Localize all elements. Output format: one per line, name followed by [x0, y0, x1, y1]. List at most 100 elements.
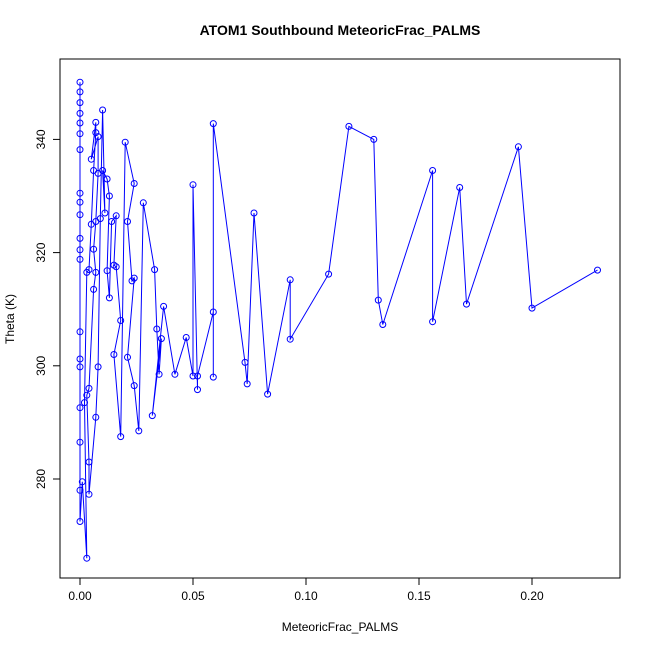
data-point	[139, 199, 147, 207]
series-line	[79, 82, 598, 559]
data-point	[189, 181, 197, 189]
plot-area	[76, 78, 601, 562]
data-point	[90, 285, 98, 293]
data-point	[124, 353, 131, 361]
data-point	[85, 266, 93, 274]
data-point	[514, 143, 522, 151]
data-point	[103, 267, 111, 275]
data-point	[96, 215, 104, 223]
data-point	[374, 296, 382, 304]
data-point	[76, 355, 84, 363]
data-point	[157, 335, 165, 343]
data-point	[182, 334, 190, 341]
data-point	[148, 412, 156, 420]
data-point	[92, 118, 100, 126]
data-point	[76, 146, 84, 154]
data-point	[76, 198, 84, 206]
data-point	[108, 218, 116, 225]
data-point	[76, 130, 84, 138]
data-point	[90, 245, 98, 253]
data-point	[286, 276, 294, 284]
data-point	[99, 106, 107, 114]
data-point	[325, 270, 333, 278]
data-point	[76, 363, 84, 371]
data-point	[264, 390, 272, 398]
data-point	[94, 363, 102, 371]
data-point	[76, 438, 84, 446]
data-point	[463, 300, 470, 308]
data-point	[85, 458, 93, 466]
data-point	[87, 155, 95, 163]
data-point	[286, 335, 294, 343]
data-point	[76, 189, 84, 197]
data-point	[209, 308, 217, 316]
data-point	[112, 212, 120, 220]
data-point	[243, 380, 251, 388]
x-tick-label: 0.10	[294, 589, 318, 603]
data-point	[76, 246, 84, 254]
y-tick-label: 340	[34, 129, 48, 149]
data-point	[345, 122, 353, 130]
data-point	[130, 274, 138, 282]
data-point	[83, 391, 91, 399]
data-point	[379, 321, 387, 328]
data-point	[209, 373, 217, 381]
data-point	[135, 427, 143, 435]
data-point	[130, 382, 138, 390]
data-point	[105, 294, 113, 302]
data-point	[92, 268, 100, 276]
x-tick-label: 0.05	[181, 589, 205, 603]
x-tick-label: 0.20	[520, 589, 544, 603]
x-tick-label: 0.15	[407, 589, 431, 603]
data-point	[370, 135, 378, 143]
data-point	[250, 209, 258, 217]
data-point	[76, 211, 84, 219]
x-axis-label: MeteoricFrac_PALMS	[282, 620, 398, 634]
data-point	[155, 370, 163, 378]
data-point	[429, 318, 437, 326]
y-tick-label: 300	[34, 355, 48, 375]
data-point	[117, 433, 125, 441]
data-point	[171, 370, 179, 378]
data-point	[99, 167, 107, 174]
chart-title: ATOM1 Southbound MeteoricFrac_PALMS	[200, 22, 481, 38]
data-point	[241, 358, 249, 366]
data-point	[112, 263, 120, 271]
data-point	[110, 351, 118, 358]
data-point	[130, 180, 138, 187]
plot-frame	[59, 58, 621, 579]
data-point	[189, 372, 197, 380]
x-tick-label: 0.00	[68, 589, 92, 603]
data-point	[92, 129, 100, 137]
y-tick-label: 280	[34, 469, 48, 489]
data-point	[105, 192, 113, 200]
data-point	[151, 266, 159, 274]
data-point	[76, 404, 84, 412]
data-point	[153, 325, 161, 333]
data-point	[94, 133, 102, 141]
data-point	[76, 78, 84, 86]
data-point	[76, 234, 84, 242]
data-point	[85, 490, 93, 498]
x-axis: 0.00 0.05 0.10 0.15 0.20	[68, 578, 544, 603]
data-point	[456, 184, 464, 191]
data-point	[528, 304, 536, 312]
data-point	[78, 478, 86, 486]
data-point	[76, 119, 84, 127]
data-point	[76, 109, 84, 117]
data-point	[124, 218, 131, 225]
y-tick-label: 320	[34, 242, 48, 262]
data-point	[85, 384, 93, 392]
data-point	[194, 372, 201, 380]
data-point	[160, 302, 168, 310]
data-point	[103, 175, 111, 183]
data-point	[92, 413, 100, 421]
data-point	[121, 138, 129, 146]
data-point	[209, 120, 217, 128]
data-point	[117, 317, 125, 324]
data-point	[83, 554, 91, 562]
data-point	[594, 266, 601, 274]
data-point	[76, 328, 84, 336]
y-axis: 280 300 320 340	[34, 129, 60, 489]
